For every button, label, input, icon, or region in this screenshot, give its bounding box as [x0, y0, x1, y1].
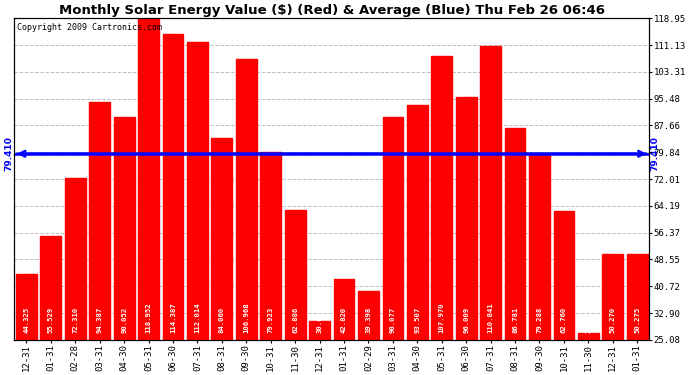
Bar: [480, 46, 501, 375]
Bar: [285, 210, 306, 375]
Bar: [407, 105, 428, 375]
Text: 50.270: 50.270: [610, 307, 615, 333]
Text: 106.968: 106.968: [244, 302, 249, 333]
Text: 112.014: 112.014: [195, 302, 200, 333]
Text: 90.052: 90.052: [121, 307, 127, 333]
Bar: [504, 129, 525, 375]
Text: 72.310: 72.310: [72, 307, 78, 333]
Bar: [138, 18, 159, 375]
Bar: [89, 102, 110, 375]
Bar: [431, 56, 452, 375]
Text: 79.410: 79.410: [651, 136, 660, 171]
Text: 114.387: 114.387: [170, 302, 176, 333]
Text: 39.398: 39.398: [366, 307, 371, 333]
Text: 94.387: 94.387: [97, 307, 103, 333]
Bar: [16, 274, 37, 375]
Bar: [334, 279, 355, 375]
Text: 93.507: 93.507: [414, 307, 420, 333]
Bar: [529, 154, 550, 375]
Bar: [627, 254, 648, 375]
Bar: [382, 117, 403, 375]
Bar: [211, 138, 233, 375]
Text: 79.410: 79.410: [4, 136, 13, 171]
Text: 42.820: 42.820: [341, 307, 347, 333]
Bar: [578, 333, 599, 375]
Text: 44.325: 44.325: [23, 307, 30, 333]
Text: 50.275: 50.275: [634, 307, 640, 333]
Bar: [358, 291, 379, 375]
Bar: [456, 97, 477, 375]
Bar: [236, 59, 257, 375]
Bar: [553, 211, 574, 375]
Bar: [602, 254, 623, 375]
Text: 84.060: 84.060: [219, 307, 225, 333]
Bar: [260, 152, 281, 375]
Text: 86.781: 86.781: [512, 307, 518, 333]
Bar: [309, 321, 330, 375]
Text: 107.970: 107.970: [439, 302, 445, 333]
Text: 118.952: 118.952: [146, 302, 152, 333]
Text: 62.886: 62.886: [292, 307, 298, 333]
Bar: [187, 42, 208, 375]
Bar: [114, 117, 135, 375]
Bar: [65, 178, 86, 375]
Text: 26.918: 26.918: [585, 307, 591, 333]
Text: 96.009: 96.009: [463, 307, 469, 333]
Text: 30.601: 30.601: [317, 307, 323, 333]
Title: Monthly Solar Energy Value ($) (Red) & Average (Blue) Thu Feb 26 06:46: Monthly Solar Energy Value ($) (Red) & A…: [59, 4, 605, 17]
Text: 55.529: 55.529: [48, 307, 54, 333]
Text: 79.288: 79.288: [536, 307, 542, 333]
Text: Copyright 2009 Cartronics.com: Copyright 2009 Cartronics.com: [17, 23, 162, 32]
Text: 90.077: 90.077: [390, 307, 396, 333]
Text: 110.841: 110.841: [488, 302, 493, 333]
Bar: [163, 34, 184, 375]
Bar: [41, 236, 61, 375]
Text: 62.760: 62.760: [561, 307, 567, 333]
Text: 79.923: 79.923: [268, 307, 274, 333]
